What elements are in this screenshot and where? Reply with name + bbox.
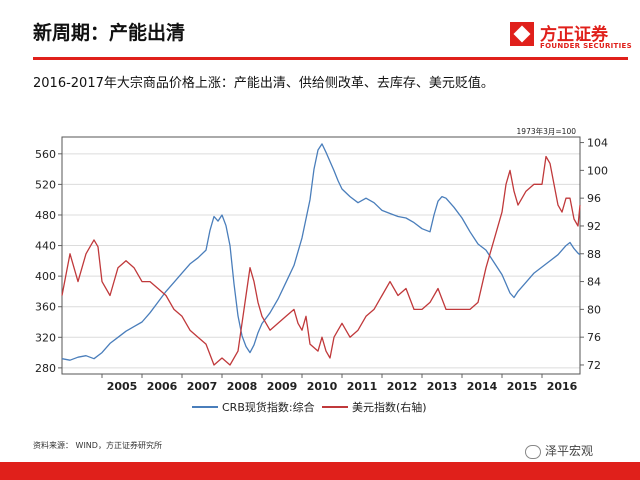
y-left-tick-label: 320 (35, 331, 56, 344)
x-tick-label: 2016 (547, 380, 578, 393)
y-left-tick-label: 480 (35, 209, 56, 222)
brand-logo-icon (510, 22, 534, 46)
y-left-tick-label: 280 (35, 362, 56, 375)
page-subtitle: 2016-2017年大宗商品价格上涨：产能出清、供给侧改革、去库存、美元贬值。 (33, 76, 494, 91)
chart-annotation: 1973年3月=100 (517, 126, 577, 136)
y-left-tick-label: 560 (35, 148, 56, 161)
y-right-tick-label: 92 (587, 220, 601, 233)
x-tick-label: 2012 (387, 380, 418, 393)
series-line-usd (61, 155, 581, 366)
y-left-tick-label: 360 (35, 301, 56, 314)
plot-area (61, 136, 581, 375)
footer-bar (0, 462, 640, 480)
brand-logo: 方正证券 FOUNDER SECURITIES (510, 22, 632, 62)
y-right-tick-label: 88 (587, 248, 601, 261)
y-right-tick-label: 96 (587, 192, 601, 205)
watermark-text: 泽平宏观 (545, 444, 594, 458)
x-tick-label: 2008 (227, 380, 258, 393)
x-tick-label: 2006 (147, 380, 178, 393)
brand-name-en: FOUNDER SECURITIES (540, 42, 632, 50)
y-left-tick-label: 520 (35, 178, 56, 191)
legend-label: 美元指数(右轴) (352, 400, 427, 414)
source-note: 资料来源： WIND，方正证券研究所 (33, 441, 162, 450)
x-tick-label: 2009 (267, 380, 298, 393)
page-title: 新周期：产能出清 (33, 22, 186, 44)
x-tick-label: 2014 (467, 380, 498, 393)
x-tick-label: 2005 (107, 380, 138, 393)
x-tick-label: 2013 (427, 380, 458, 393)
legend-label: CRB现货指数:综合 (222, 400, 315, 414)
watermark: 泽平宏观 (525, 442, 593, 459)
y-right-tick-label: 72 (587, 359, 601, 372)
x-tick-label: 2007 (187, 380, 218, 393)
y-left-tick-label: 400 (35, 270, 56, 283)
chart: 280 320 360 400 440 480 520 560 72 76 80 84 88 92 96 10… (35, 126, 608, 414)
y-right-tick-label: 104 (587, 137, 608, 150)
y-right-tick-label: 80 (587, 303, 601, 316)
x-tick-label: 2015 (507, 380, 538, 393)
y-left-tick-label: 440 (35, 240, 56, 253)
wechat-icon (525, 444, 541, 459)
y-right-tick-label: 76 (587, 331, 601, 344)
x-tick-label: 2010 (307, 380, 338, 393)
y-right-tick-label: 100 (587, 164, 608, 177)
brand-name: 方正证券 (540, 25, 608, 45)
x-tick-label: 2011 (347, 380, 378, 393)
y-right-tick-label: 84 (587, 276, 601, 289)
header-divider (33, 57, 628, 60)
series-line-crb (61, 143, 581, 361)
